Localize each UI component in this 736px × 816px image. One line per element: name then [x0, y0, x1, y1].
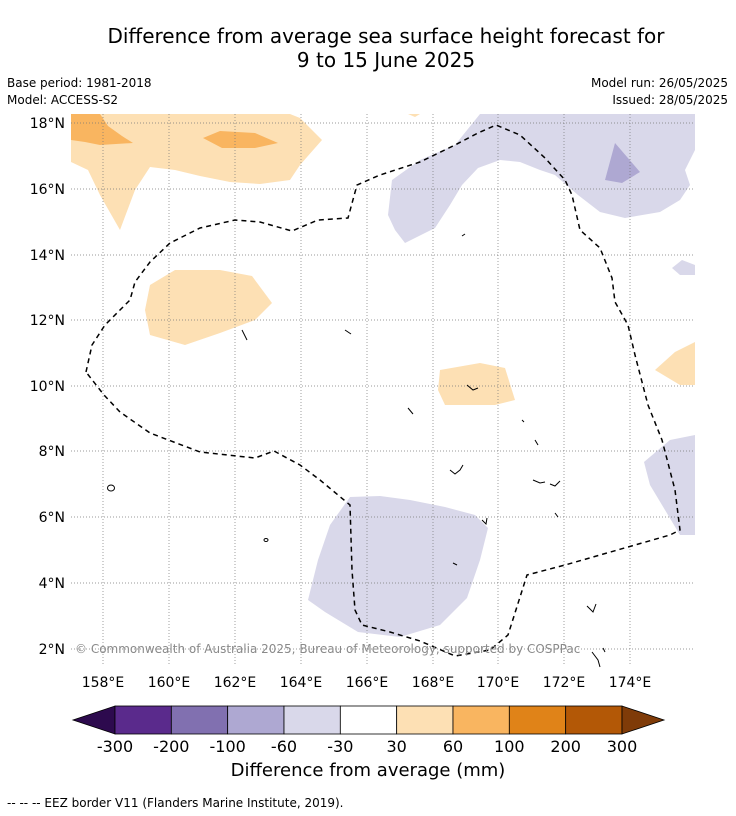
colorbar-label: Difference from average (mm) — [230, 760, 506, 781]
model-run: Model run: 26/05/2025 — [590, 76, 728, 90]
positive-anomaly-center-strong — [203, 131, 278, 148]
colorbar: -300 -200 -100 -60 -30 30 60 100 200 300 — [71, 705, 666, 756]
lon-label: 166°E — [346, 675, 389, 691]
lat-label: 8°N — [39, 444, 65, 460]
island-outlines — [107, 233, 606, 668]
chart-title-line1: Difference from average sea surface heig… — [107, 24, 665, 48]
negative-anomaly-east-small — [672, 260, 695, 275]
colorbar-segment — [227, 705, 285, 735]
lon-label: 172°E — [543, 675, 586, 691]
lon-label: 162°E — [214, 675, 257, 691]
colorbar-tick-label: 30 — [386, 737, 406, 756]
negative-anomaly-north — [388, 114, 695, 243]
base-period: Base period: 1981-2018 — [7, 76, 152, 90]
lat-label: 14°N — [30, 248, 65, 264]
colorbar-segment — [283, 705, 341, 735]
lat-label: 10°N — [30, 379, 65, 395]
colorbar-tick-label: 60 — [443, 737, 463, 756]
model-name: Model: ACCESS-S2 — [7, 93, 119, 107]
lon-label: 158°E — [82, 675, 125, 691]
lon-label: 164°E — [280, 675, 323, 691]
chart-title-line2: 9 to 15 June 2025 — [296, 48, 476, 72]
lon-label: 170°E — [477, 675, 520, 691]
map-panel — [71, 114, 695, 668]
lon-label: 168°E — [412, 675, 455, 691]
negative-anomaly-south — [308, 496, 488, 637]
copyright-notice: © Commonwealth of Australia 2025, Bureau… — [75, 642, 580, 656]
positive-anomaly-nw-strong — [71, 114, 133, 145]
positive-anomaly-top-sliver — [408, 114, 420, 117]
lon-label: 174°E — [609, 675, 652, 691]
colorbar-segment — [565, 705, 623, 735]
colorbar-extend-max — [621, 705, 666, 735]
colorbar-extend-min — [71, 705, 116, 735]
positive-anomaly-east — [655, 342, 695, 385]
lat-label: 12°N — [30, 313, 65, 329]
lat-label: 2°N — [39, 642, 65, 658]
issued-date: Issued: 28/05/2025 — [612, 93, 728, 107]
positive-anomaly-west — [145, 270, 272, 345]
colorbar-tick-label: -200 — [153, 737, 189, 756]
negative-anomaly-deep — [605, 143, 640, 183]
negative-anomaly-east — [644, 435, 695, 535]
colorbar-tick-label: -300 — [97, 737, 133, 756]
positive-anomaly-central — [438, 363, 515, 405]
colorbar-segment — [508, 705, 567, 735]
lon-axis: 158°E 160°E 162°E 164°E 166°E 168°E 170°… — [82, 675, 652, 691]
lat-label: 4°N — [39, 576, 65, 592]
lat-axis: 18°N 16°N 14°N 12°N 10°N 8°N 6°N 4°N 2°N — [30, 116, 65, 658]
colorbar-tick-label: -100 — [210, 737, 246, 756]
colorbar-tick-label: -60 — [271, 737, 297, 756]
lat-label: 6°N — [39, 510, 65, 526]
lon-label: 160°E — [148, 675, 191, 691]
eez-border — [85, 124, 681, 657]
eez-legend-note: -- -- -- EEZ border V11 (Flanders Marine… — [7, 796, 344, 810]
colorbar-segment — [396, 705, 454, 735]
colorbar-segment — [170, 705, 229, 735]
colorbar-tick-label: 100 — [494, 737, 525, 756]
colorbar-tick-label: -30 — [327, 737, 353, 756]
colorbar-segment — [114, 705, 172, 735]
gridlines — [71, 114, 695, 664]
colorbar-segment — [452, 705, 510, 735]
lat-label: 18°N — [30, 116, 65, 132]
colorbar-tick-label: 300 — [607, 737, 638, 756]
colorbar-segment — [339, 705, 398, 735]
lat-label: 16°N — [30, 182, 65, 198]
colorbar-tick-label: 200 — [550, 737, 581, 756]
